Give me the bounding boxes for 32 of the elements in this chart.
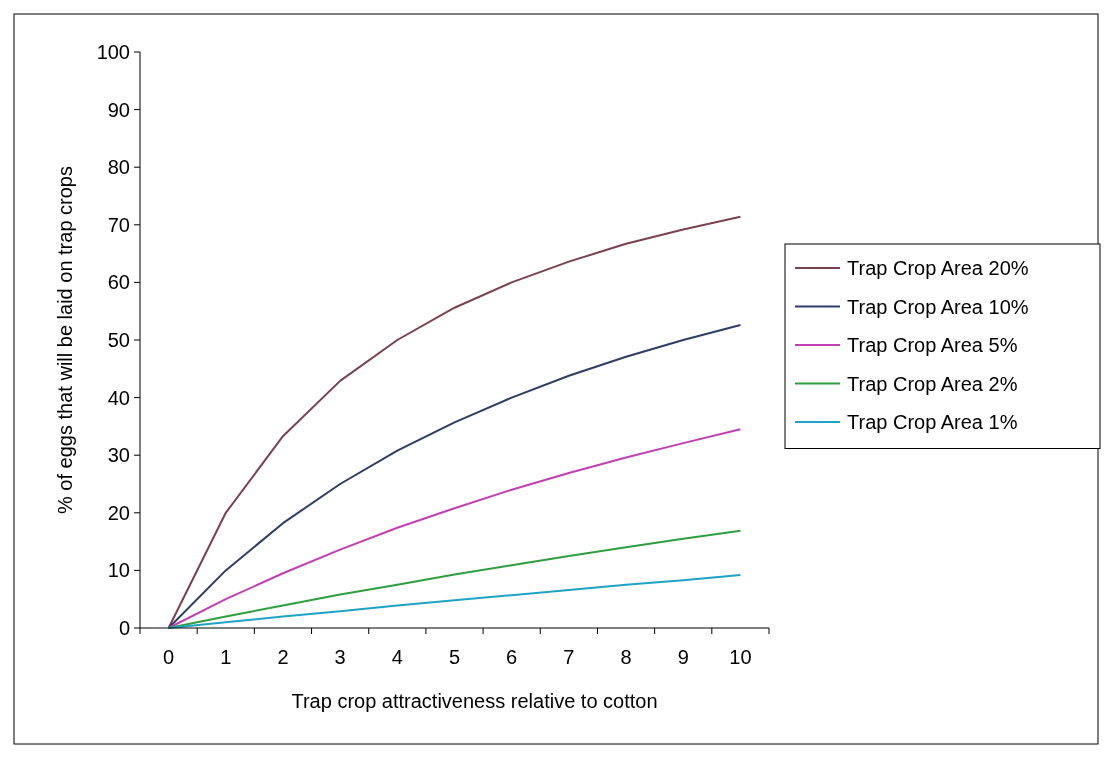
- x-tick-label: 7: [563, 646, 575, 668]
- line-series: [167, 428, 742, 629]
- y-tick-label: 70: [107, 213, 130, 236]
- y-tick-label: 30: [107, 444, 130, 467]
- y-tick-label: 100: [96, 41, 130, 63]
- line-series: [167, 324, 742, 629]
- x-tick-label: 1: [220, 646, 232, 668]
- y-tick-label: 20: [107, 501, 130, 524]
- y-tick-label: 0: [118, 617, 130, 639]
- y-axis-title: % of eggs that will be laid on trap crops: [54, 166, 76, 514]
- x-tick-label: 3: [334, 646, 346, 668]
- legend-label: Trap Crop Area 1%: [847, 411, 1018, 433]
- x-tick-label: 0: [163, 646, 175, 668]
- line-series: [167, 215, 742, 629]
- legend-label: Trap Crop Area 5%: [847, 334, 1018, 356]
- x-tick-label: 10: [729, 646, 752, 668]
- x-tick-label: 4: [391, 646, 403, 668]
- x-tick-label: 9: [677, 646, 689, 668]
- y-tick-label: 60: [107, 271, 130, 294]
- y-tick-label: 90: [107, 98, 130, 121]
- x-tick-label: 5: [448, 646, 461, 668]
- legend-label: Trap Crop Area 20%: [847, 257, 1029, 279]
- y-tick-label: 40: [107, 386, 130, 409]
- y-tick-label: 10: [107, 559, 130, 582]
- x-axis-title: Trap crop attractiveness relative to cotton: [291, 690, 658, 712]
- x-tick-label: 2: [277, 646, 289, 668]
- legend-label: Trap Crop Area 2%: [847, 372, 1018, 395]
- legend-label: Trap Crop Area 10%: [847, 295, 1029, 318]
- x-tick-label: 6: [506, 646, 518, 668]
- y-tick-label: 50: [107, 329, 130, 351]
- x-tick-label: 8: [620, 646, 632, 668]
- y-tick-label: 80: [107, 156, 130, 179]
